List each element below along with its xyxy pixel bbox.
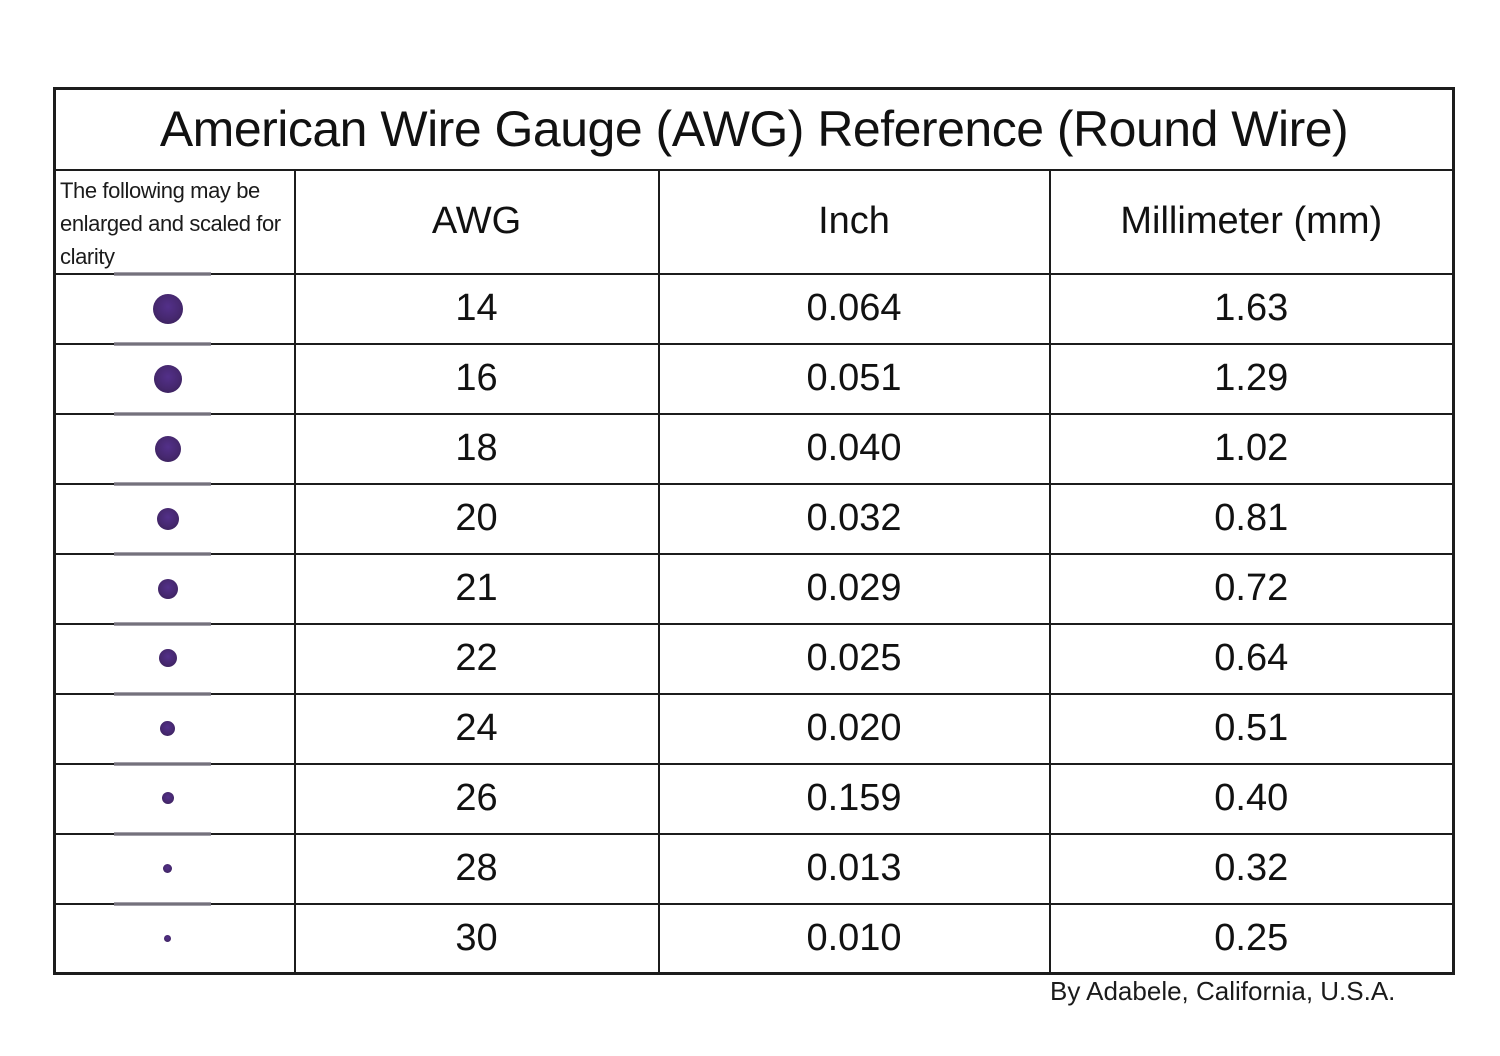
wire-size-dot-icon — [153, 364, 182, 393]
awg-value: 20 — [293, 482, 660, 555]
awg-value: 26 — [293, 762, 660, 835]
wire-size-dot-icon — [158, 649, 177, 668]
header-row: The following may be enlarged and scaled… — [53, 168, 1455, 275]
wire-size-dot-icon — [160, 720, 176, 736]
table-row: 18 0.040 1.02 — [53, 412, 1455, 485]
wire-dot-cell — [53, 272, 296, 345]
awg-value: 28 — [293, 832, 660, 905]
awg-value: 30 — [293, 902, 660, 975]
title-row: American Wire Gauge (AWG) Reference (Rou… — [53, 87, 1455, 171]
awg-value: 18 — [293, 412, 660, 485]
inch-value: 0.025 — [657, 622, 1051, 695]
mm-value: 0.40 — [1048, 762, 1455, 835]
table-row: 21 0.029 0.72 — [53, 552, 1455, 625]
scale-note-line: The following may be — [60, 177, 260, 203]
inch-value: 0.051 — [657, 342, 1051, 415]
table-row: 14 0.064 1.63 — [53, 272, 1455, 345]
column-header-awg: AWG — [293, 168, 660, 275]
table-row: 24 0.020 0.51 — [53, 692, 1455, 765]
scale-note-cell: The following may be enlarged and scaled… — [53, 168, 296, 275]
table-row: 22 0.025 0.64 — [53, 622, 1455, 695]
scale-note-line: enlarged and scaled for — [60, 210, 281, 236]
mm-value: 0.25 — [1048, 902, 1455, 975]
inch-value: 0.064 — [657, 272, 1051, 345]
table-title: American Wire Gauge (AWG) Reference (Rou… — [53, 87, 1455, 171]
inch-value: 0.040 — [657, 412, 1051, 485]
mm-value: 0.64 — [1048, 622, 1455, 695]
awg-reference-table: American Wire Gauge (AWG) Reference (Rou… — [53, 87, 1456, 975]
wire-dot-cell — [53, 552, 296, 625]
wire-dot-cell — [53, 692, 296, 765]
inch-value: 0.020 — [657, 692, 1051, 765]
wire-size-dot-icon — [154, 435, 181, 462]
table-row: 16 0.051 1.29 — [53, 342, 1455, 415]
awg-value: 22 — [293, 622, 660, 695]
wire-dot-cell — [53, 832, 296, 905]
mm-value: 0.81 — [1048, 482, 1455, 555]
table-row: 28 0.013 0.32 — [53, 832, 1455, 905]
awg-value: 16 — [293, 342, 660, 415]
inch-value: 0.032 — [657, 482, 1051, 555]
wire-dot-cell — [53, 762, 296, 835]
table-row: 30 0.010 0.25 — [53, 902, 1455, 975]
mm-value: 1.29 — [1048, 342, 1455, 415]
table-row: 20 0.032 0.81 — [53, 482, 1455, 555]
awg-value: 24 — [293, 692, 660, 765]
inch-value: 0.010 — [657, 902, 1051, 975]
wire-size-dot-icon — [163, 863, 173, 873]
inch-value: 0.029 — [657, 552, 1051, 625]
column-header-mm: Millimeter (mm) — [1048, 168, 1455, 275]
wire-dot-cell — [53, 342, 296, 415]
mm-value: 1.63 — [1048, 272, 1455, 345]
wire-size-dot-icon — [156, 507, 179, 530]
inch-value: 0.013 — [657, 832, 1051, 905]
awg-value: 21 — [293, 552, 660, 625]
mm-value: 1.02 — [1048, 412, 1455, 485]
wire-size-dot-icon — [161, 792, 174, 805]
wire-size-dot-icon — [164, 934, 172, 942]
wire-size-dot-icon — [152, 293, 183, 324]
wire-dot-cell — [53, 902, 296, 975]
mm-value: 0.72 — [1048, 552, 1455, 625]
wire-dot-cell — [53, 622, 296, 695]
scale-note-line: clarity — [60, 243, 115, 269]
wire-size-dot-icon — [157, 578, 178, 599]
column-header-inch: Inch — [657, 168, 1051, 275]
table-row: 26 0.159 0.40 — [53, 762, 1455, 835]
wire-dot-cell — [53, 482, 296, 555]
wire-dot-cell — [53, 412, 296, 485]
mm-value: 0.51 — [1048, 692, 1455, 765]
inch-value: 0.159 — [657, 762, 1051, 835]
awg-value: 14 — [293, 272, 660, 345]
mm-value: 0.32 — [1048, 832, 1455, 905]
credit-text: By Adabele, California, U.S.A. — [1050, 976, 1396, 1006]
